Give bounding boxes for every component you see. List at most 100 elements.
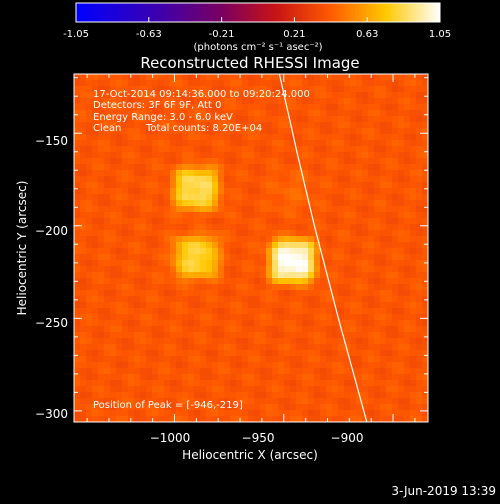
heatmap-cell xyxy=(134,134,141,141)
heatmap-cell xyxy=(386,374,393,381)
heatmap-cell xyxy=(368,116,375,123)
heatmap-cell xyxy=(344,152,351,159)
heatmap-cell xyxy=(416,386,423,393)
heatmap-cell xyxy=(254,176,261,183)
heatmap-cell xyxy=(98,200,105,207)
heatmap-cell xyxy=(278,104,285,111)
heatmap-cell xyxy=(176,92,183,99)
heatmap-cell xyxy=(104,80,111,87)
heatmap-cell xyxy=(158,284,165,291)
heatmap-cell xyxy=(176,128,183,135)
heatmap-cell xyxy=(80,98,87,105)
heatmap-cell xyxy=(290,380,297,387)
heatmap-cell xyxy=(188,92,195,99)
heatmap-cell xyxy=(374,272,381,279)
heatmap-cell xyxy=(212,194,219,201)
heatmap-cell xyxy=(170,260,177,267)
heatmap-cell xyxy=(332,332,339,339)
heatmap-cell xyxy=(98,386,105,393)
heatmap-cell xyxy=(326,362,333,369)
heatmap-cell xyxy=(212,404,219,411)
heatmap-cell xyxy=(152,98,159,105)
heatmap-cell xyxy=(326,290,333,297)
heatmap-cell xyxy=(356,128,363,135)
heatmap-cell xyxy=(188,152,195,159)
heatmap-cell xyxy=(284,260,291,267)
heatmap-cell xyxy=(254,398,261,405)
heatmap-cell xyxy=(248,248,255,255)
heatmap-cell xyxy=(326,320,333,327)
heatmap-cell xyxy=(110,302,117,309)
heatmap-cell xyxy=(80,356,87,363)
heatmap-cell xyxy=(410,242,417,249)
heatmap-cell xyxy=(134,362,141,369)
heatmap-cell xyxy=(158,308,165,315)
heatmap-cell xyxy=(110,206,117,213)
heatmap-cell xyxy=(164,218,171,225)
heatmap-cell xyxy=(416,368,423,375)
heatmap-cell xyxy=(122,74,129,81)
heatmap-cell xyxy=(422,218,428,225)
heatmap-cell xyxy=(332,182,339,189)
heatmap-cell xyxy=(194,152,201,159)
heatmap-cell xyxy=(98,380,105,387)
heatmap-cell xyxy=(164,296,171,303)
heatmap-cell xyxy=(212,380,219,387)
heatmap-cell xyxy=(398,80,405,87)
heatmap-cell xyxy=(116,134,123,141)
heatmap-cell xyxy=(296,80,303,87)
heatmap-cell xyxy=(116,386,123,393)
heatmap-cell xyxy=(200,170,207,177)
heatmap-cell xyxy=(206,164,213,171)
heatmap-cell xyxy=(278,158,285,165)
heatmap-cell xyxy=(320,272,327,279)
heatmap-cell xyxy=(314,134,321,141)
heatmap-cell xyxy=(158,116,165,123)
heatmap-cell xyxy=(146,176,153,183)
heatmap-cell xyxy=(254,386,261,393)
heatmap-cell xyxy=(152,164,159,171)
heatmap-cell xyxy=(362,218,369,225)
heatmap-cell xyxy=(302,80,309,87)
heatmap-cell xyxy=(344,86,351,93)
heatmap-cell xyxy=(368,104,375,111)
heatmap-cell xyxy=(206,410,213,417)
heatmap-cell xyxy=(146,164,153,171)
heatmap-cell xyxy=(242,332,249,339)
heatmap-cell xyxy=(392,392,399,399)
heatmap-cell xyxy=(386,152,393,159)
heatmap-cell xyxy=(278,410,285,417)
heatmap-cell xyxy=(80,224,87,231)
heatmap-cell xyxy=(356,206,363,213)
heatmap-cell xyxy=(380,392,387,399)
heatmap-cell xyxy=(332,380,339,387)
heatmap-cell xyxy=(170,398,177,405)
heatmap-cell xyxy=(206,392,213,399)
heatmap-cell xyxy=(176,230,183,237)
heatmap-cell xyxy=(284,356,291,363)
heatmap-cell xyxy=(242,128,249,135)
heatmap-cell xyxy=(182,164,189,171)
heatmap-cell xyxy=(146,182,153,189)
heatmap-cell xyxy=(362,332,369,339)
heatmap-cell xyxy=(98,152,105,159)
heatmap-cell xyxy=(188,344,195,351)
heatmap-cell xyxy=(404,362,411,369)
heatmap-cell xyxy=(80,260,87,267)
heatmap-cell xyxy=(188,290,195,297)
heatmap-cell xyxy=(134,170,141,177)
heatmap-cell xyxy=(74,140,81,147)
heatmap-cell xyxy=(158,134,165,141)
heatmap-cell xyxy=(98,254,105,261)
heatmap-cell xyxy=(284,344,291,351)
heatmap-cell xyxy=(182,326,189,333)
heatmap-cell xyxy=(110,194,117,201)
heatmap-cell xyxy=(86,194,93,201)
heatmap-cell xyxy=(272,260,279,267)
heatmap-cell xyxy=(170,350,177,357)
heatmap-cell xyxy=(218,272,225,279)
heatmap-cell xyxy=(194,194,201,201)
heatmap-cell xyxy=(212,398,219,405)
heatmap-cell xyxy=(338,224,345,231)
heatmap-cell xyxy=(242,80,249,87)
